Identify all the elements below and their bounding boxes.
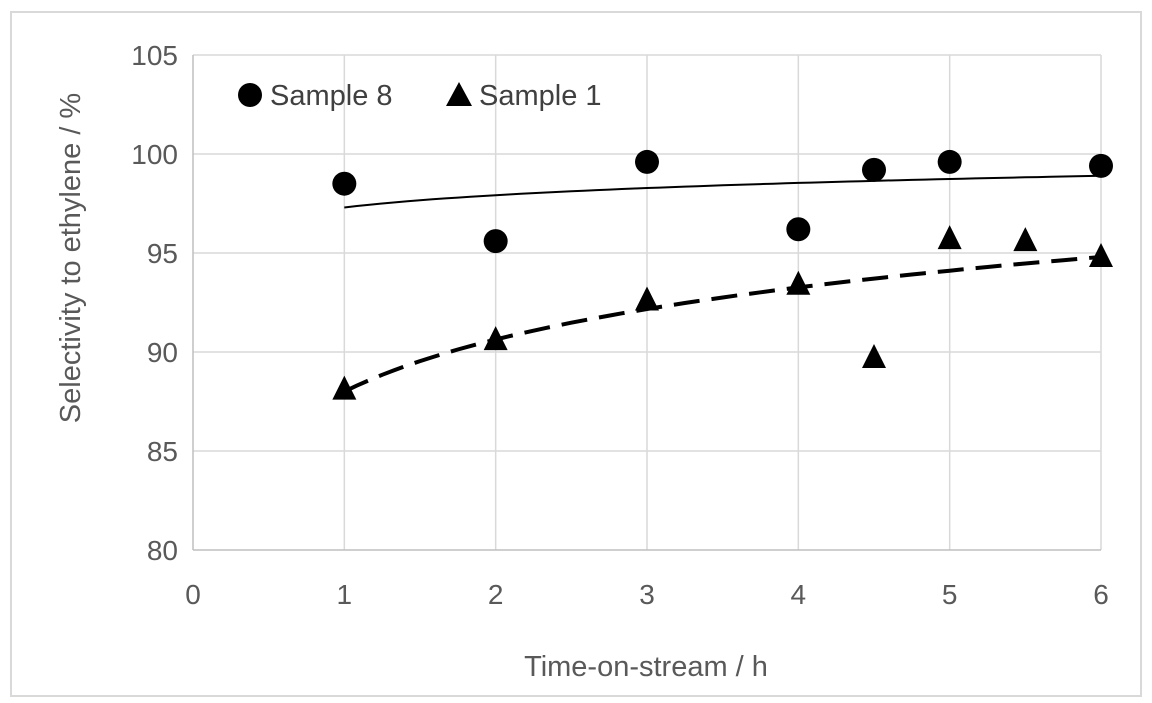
point-series-1-7 bbox=[1089, 242, 1113, 267]
trendline-series-0 bbox=[344, 174, 1102, 209]
tick-label-layer: 80 85 90 95 100 105 0 1 2 3 4 5 6 bbox=[131, 40, 1109, 610]
point-series-1-5 bbox=[937, 225, 962, 250]
point-series-0-2 bbox=[635, 149, 659, 174]
trendline-series-1 bbox=[343, 255, 1102, 394]
y-tick-label-85: 85 bbox=[147, 436, 178, 467]
point-series-1-0 bbox=[332, 375, 357, 400]
marker-layer bbox=[332, 149, 1113, 400]
x-tick-label-2: 2 bbox=[488, 579, 504, 610]
legend-label-sample-1: Sample 1 bbox=[479, 80, 602, 112]
x-tick-label-4: 4 bbox=[791, 579, 807, 610]
y-tick-label-90: 90 bbox=[147, 337, 178, 368]
y-axis-title: Selectivity to ethylene / % bbox=[55, 93, 87, 423]
point-series-1-1 bbox=[483, 326, 508, 351]
y-tick-label-95: 95 bbox=[147, 238, 178, 269]
trendline-layer bbox=[343, 174, 1102, 394]
point-series-0-0 bbox=[332, 171, 357, 196]
point-series-0-5 bbox=[937, 149, 962, 174]
x-tick-label-5: 5 bbox=[942, 579, 958, 610]
point-series-0-1 bbox=[483, 229, 508, 254]
point-series-1-2 bbox=[635, 286, 659, 311]
y-tick-label-80: 80 bbox=[147, 535, 178, 566]
x-axis-title: Time-on-stream / h bbox=[524, 651, 768, 683]
axis-layer bbox=[192, 55, 1101, 551]
y-tick-label-100: 100 bbox=[131, 139, 178, 170]
x-tick-label-1: 1 bbox=[337, 579, 353, 610]
legend: Sample 8 Sample 1 bbox=[238, 80, 602, 112]
point-series-1-4 bbox=[862, 343, 886, 368]
grid-layer bbox=[193, 54, 1102, 550]
legend-marker-sample-1 bbox=[446, 82, 472, 106]
point-series-0-6 bbox=[1089, 153, 1113, 178]
x-tick-label-3: 3 bbox=[639, 579, 655, 610]
y-tick-label-105: 105 bbox=[131, 40, 178, 71]
point-series-0-4 bbox=[862, 157, 886, 182]
legend-marker-sample-8 bbox=[238, 83, 262, 107]
legend-label-sample-8: Sample 8 bbox=[270, 80, 393, 112]
x-tick-label-6: 6 bbox=[1093, 579, 1109, 610]
point-series-0-3 bbox=[786, 217, 811, 242]
chart-border bbox=[10, 11, 1142, 697]
x-tick-label-0: 0 bbox=[185, 579, 201, 610]
point-series-1-6 bbox=[1013, 227, 1038, 252]
point-series-1-3 bbox=[786, 270, 811, 295]
